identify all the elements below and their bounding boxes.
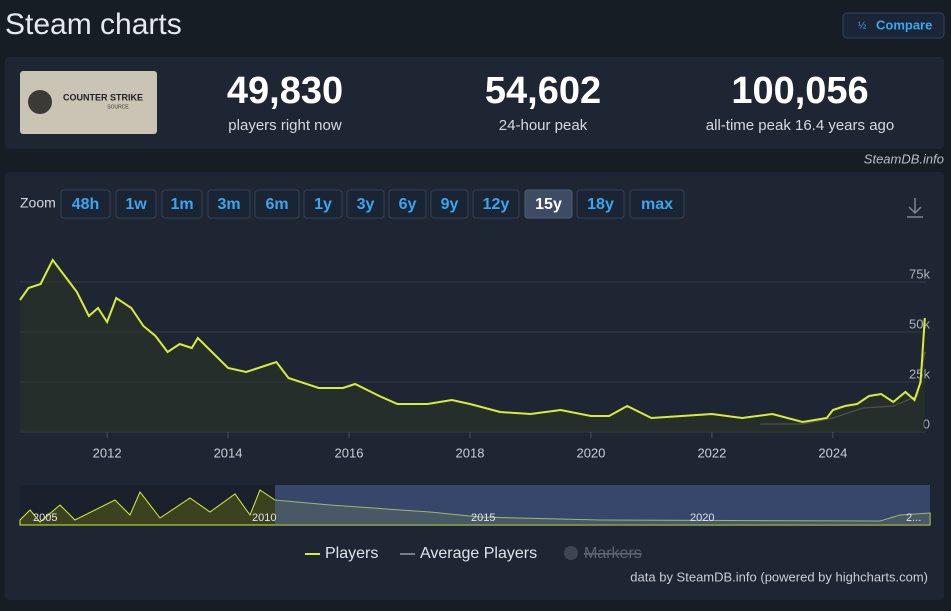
zoom-button-label[interactable]: 3m xyxy=(217,196,240,213)
navigator-label: 2010 xyxy=(252,512,276,524)
navigator-label: 2... xyxy=(906,512,921,524)
legend-label[interactable]: Markers xyxy=(584,545,642,562)
zoom-button-label[interactable]: max xyxy=(641,196,673,213)
legend: Players Average Players Markers xyxy=(305,545,642,562)
zoom-button[interactable] xyxy=(472,189,520,219)
zoom-button-label[interactable]: 15y xyxy=(535,196,562,213)
plot: 0 25k 50k 75k 2012 2014 2016 2018 2020 2022 2024 xyxy=(19,258,930,460)
stat-label: all-time peak 16.4 years ago xyxy=(706,117,894,134)
zoom-button[interactable] xyxy=(303,189,343,219)
zoom-button[interactable] xyxy=(115,189,157,219)
zoom-button-label[interactable]: 9y xyxy=(441,196,459,213)
stats-panel xyxy=(5,57,944,149)
zoom-button[interactable] xyxy=(576,189,625,219)
download-icon[interactable] xyxy=(907,198,923,218)
navigator-series xyxy=(19,489,931,526)
zoom-button[interactable] xyxy=(207,189,251,219)
y-tick-label: 25k xyxy=(909,366,930,381)
logo-title: COUNTER STRIKE xyxy=(63,92,143,102)
credit: data by SteamDB.info (powered by highcha… xyxy=(630,569,928,584)
x-tick-label: 2018 xyxy=(456,445,485,460)
zoom-button-label[interactable]: 12y xyxy=(483,196,510,213)
stat-value: 100,056 xyxy=(731,70,868,112)
legend-label[interactable]: Average Players xyxy=(420,545,537,562)
y-tick-label: 0 xyxy=(923,416,930,431)
stat-label: players right now xyxy=(228,117,342,134)
logo-subtitle: SOURCE xyxy=(107,104,129,110)
zoom-buttons: 48h 1w 1m 3m 6m 1y 3y 6y 9y 12y 15y 18y max xyxy=(60,189,685,219)
zoom-button[interactable] xyxy=(388,189,427,219)
legend-label[interactable]: Players xyxy=(325,545,378,562)
y-tick-label: 50k xyxy=(909,316,930,331)
legend-swatch[interactable] xyxy=(564,546,578,560)
zoom-button-label[interactable]: 18y xyxy=(587,196,614,213)
page-title: Steam charts xyxy=(5,8,182,41)
source-label: SteamDB.info xyxy=(864,151,944,166)
zoom-button-label[interactable]: 1m xyxy=(170,196,193,213)
zoom-label: Zoom xyxy=(20,195,56,211)
zoom-button[interactable] xyxy=(60,189,111,219)
stat-value: 54,602 xyxy=(485,70,601,112)
navigator-selection[interactable] xyxy=(275,485,930,525)
game-figure xyxy=(28,90,52,114)
zoom-button-label[interactable]: 3y xyxy=(357,196,375,213)
compare-label[interactable]: Compare xyxy=(876,17,932,32)
series-line xyxy=(19,258,926,424)
zoom-button-label[interactable]: 48h xyxy=(72,196,100,213)
zoom-button[interactable] xyxy=(161,189,203,219)
stats: 49,830 players right now 54,602 24-hour pea… xyxy=(227,70,894,134)
zoom-button[interactable] xyxy=(254,189,300,219)
zoom-button[interactable] xyxy=(524,189,573,219)
zoom-button-label[interactable]: 6y xyxy=(399,196,417,213)
compare-icon: ½ xyxy=(858,21,867,32)
game-image xyxy=(20,71,157,134)
navigator-label: 2020 xyxy=(690,512,714,524)
x-tick-label: 2016 xyxy=(335,445,364,460)
x-tick-label: 2020 xyxy=(576,445,605,460)
x-tick-label: 2024 xyxy=(818,445,847,460)
navigator-labels: 2005 2010 2015 2020 2... xyxy=(33,512,921,524)
players-area xyxy=(20,260,925,432)
zoom-button[interactable] xyxy=(430,189,469,219)
stat-value: 49,830 xyxy=(227,70,343,112)
compare-button[interactable] xyxy=(842,12,945,39)
zoom-button[interactable] xyxy=(346,189,385,219)
zoom-button-label[interactable]: 1w xyxy=(125,196,147,213)
zoom-button[interactable] xyxy=(629,189,685,219)
stat-label: 24-hour peak xyxy=(499,117,588,134)
navigator-label: 2015 xyxy=(471,512,495,524)
y-tick-label: 75k xyxy=(909,266,930,281)
navigator-label: 2005 xyxy=(33,512,57,524)
zoom-button-label[interactable]: 1y xyxy=(314,196,332,213)
x-tick-label: 2022 xyxy=(697,445,726,460)
x-tick-label: 2014 xyxy=(214,445,243,460)
zoom-button-label[interactable]: 6m xyxy=(265,196,288,213)
x-tick-label: 2012 xyxy=(93,445,122,460)
